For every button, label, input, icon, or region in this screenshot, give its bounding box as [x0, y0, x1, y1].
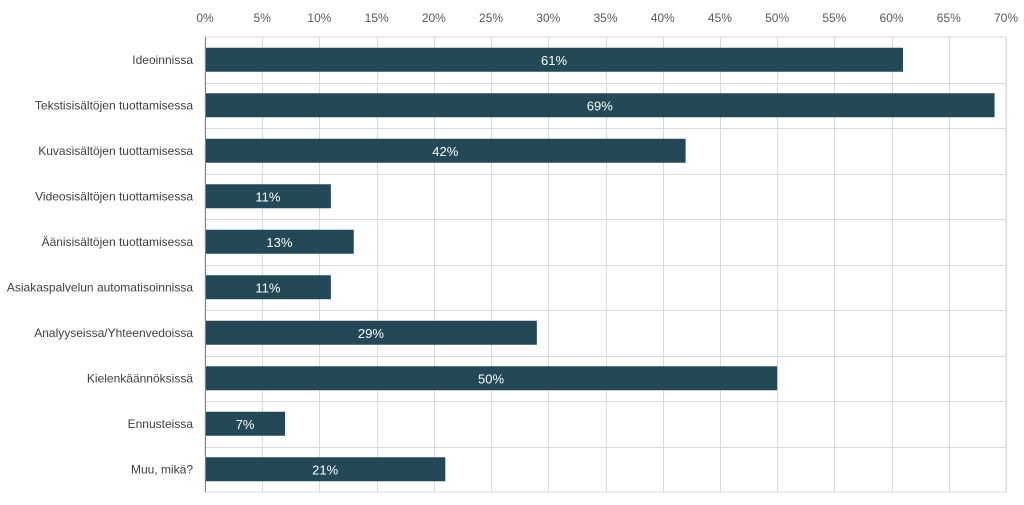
x-tick-label-70: 70% — [994, 11, 1018, 25]
data-label-4: 11% — [255, 189, 280, 204]
bar-5 — [205, 229, 354, 254]
category-label-7: Analyyseissa/Yhteenvedoissa — [34, 326, 193, 340]
x-tick-label-5: 5% — [254, 11, 272, 25]
x-tick-label-40: 40% — [651, 11, 675, 25]
x-tick-label-65: 65% — [937, 11, 961, 25]
x-tick-label-0: 0% — [196, 11, 214, 25]
bar-6 — [205, 275, 331, 300]
x-tick-label-15: 15% — [365, 11, 389, 25]
bar-4 — [205, 184, 331, 209]
bar-9 — [205, 411, 286, 436]
data-label-2: 69% — [587, 98, 613, 113]
x-tick-label-60: 60% — [880, 11, 904, 25]
category-label-4: Videosisältöjen tuottamisessa — [35, 189, 193, 203]
x-tick-label-50: 50% — [765, 11, 789, 25]
bar-3 — [205, 138, 686, 163]
category-label-9: Ennusteissa — [128, 417, 194, 431]
x-tick-label-30: 30% — [536, 11, 560, 25]
x-tick-label-55: 55% — [822, 11, 846, 25]
data-label-3: 42% — [432, 144, 458, 159]
bar-1 — [205, 47, 904, 72]
data-label-6: 11% — [255, 280, 280, 295]
data-label-10: 21% — [312, 462, 338, 477]
data-label-1: 61% — [541, 53, 567, 68]
bar-2 — [205, 93, 995, 118]
category-label-8: Kielenkäännöksissä — [87, 371, 193, 385]
category-label-6: Asiakaspalvelun automatisoinnissa — [7, 280, 193, 294]
x-tick-label-20: 20% — [422, 11, 446, 25]
category-label-1: Ideoinnissa — [132, 53, 193, 67]
data-label-5: 13% — [266, 235, 292, 250]
bar-7 — [205, 320, 537, 345]
x-tick-label-45: 45% — [708, 11, 732, 25]
category-label-10: Muu, mikä? — [131, 462, 193, 476]
bar-10 — [205, 457, 446, 482]
category-label-2: Tekstisisältöjen tuottamisessa — [35, 98, 193, 112]
category-label-3: Kuvasisältöjen tuottamisessa — [38, 144, 193, 158]
x-tick-label-25: 25% — [479, 11, 503, 25]
x-tick-label-10: 10% — [307, 11, 331, 25]
x-tick-label-35: 35% — [593, 11, 617, 25]
data-label-9: 7% — [236, 417, 255, 432]
data-label-7: 29% — [358, 326, 384, 341]
bar-8 — [205, 366, 778, 391]
data-label-8: 50% — [478, 371, 504, 386]
category-label-5: Äänisisältöjen tuottamisessa — [42, 235, 194, 249]
